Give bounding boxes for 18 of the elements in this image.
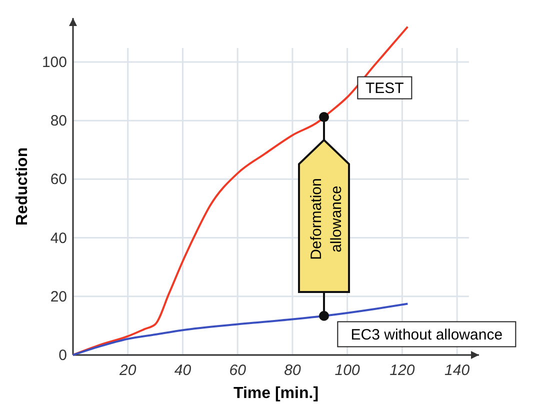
x-tick-label: 100: [334, 362, 360, 379]
y-tick-label: 60: [50, 171, 67, 188]
annotation: Deformation allowance: [308, 178, 345, 260]
y-axis-title: Reduction: [14, 147, 31, 226]
series-label: TEST: [366, 80, 404, 97]
x-tick-label: 140: [444, 362, 470, 379]
y-tick-label: 40: [50, 230, 67, 247]
x-tick-label: 60: [229, 362, 247, 379]
x-tick-label: 80: [284, 362, 302, 379]
y-tick-label: 0: [58, 347, 67, 364]
y-tick-label: 20: [50, 288, 67, 306]
x-tick-label: 20: [118, 362, 137, 379]
series-label: EC3 without allowance: [350, 326, 503, 344]
x-tick-label: 40: [174, 362, 192, 379]
y-tick-label: 100: [42, 54, 67, 71]
y-tick-label: 80: [50, 112, 67, 130]
x-axis-title: Time [min.]: [233, 385, 319, 402]
x-tick-label: 120: [390, 362, 416, 379]
